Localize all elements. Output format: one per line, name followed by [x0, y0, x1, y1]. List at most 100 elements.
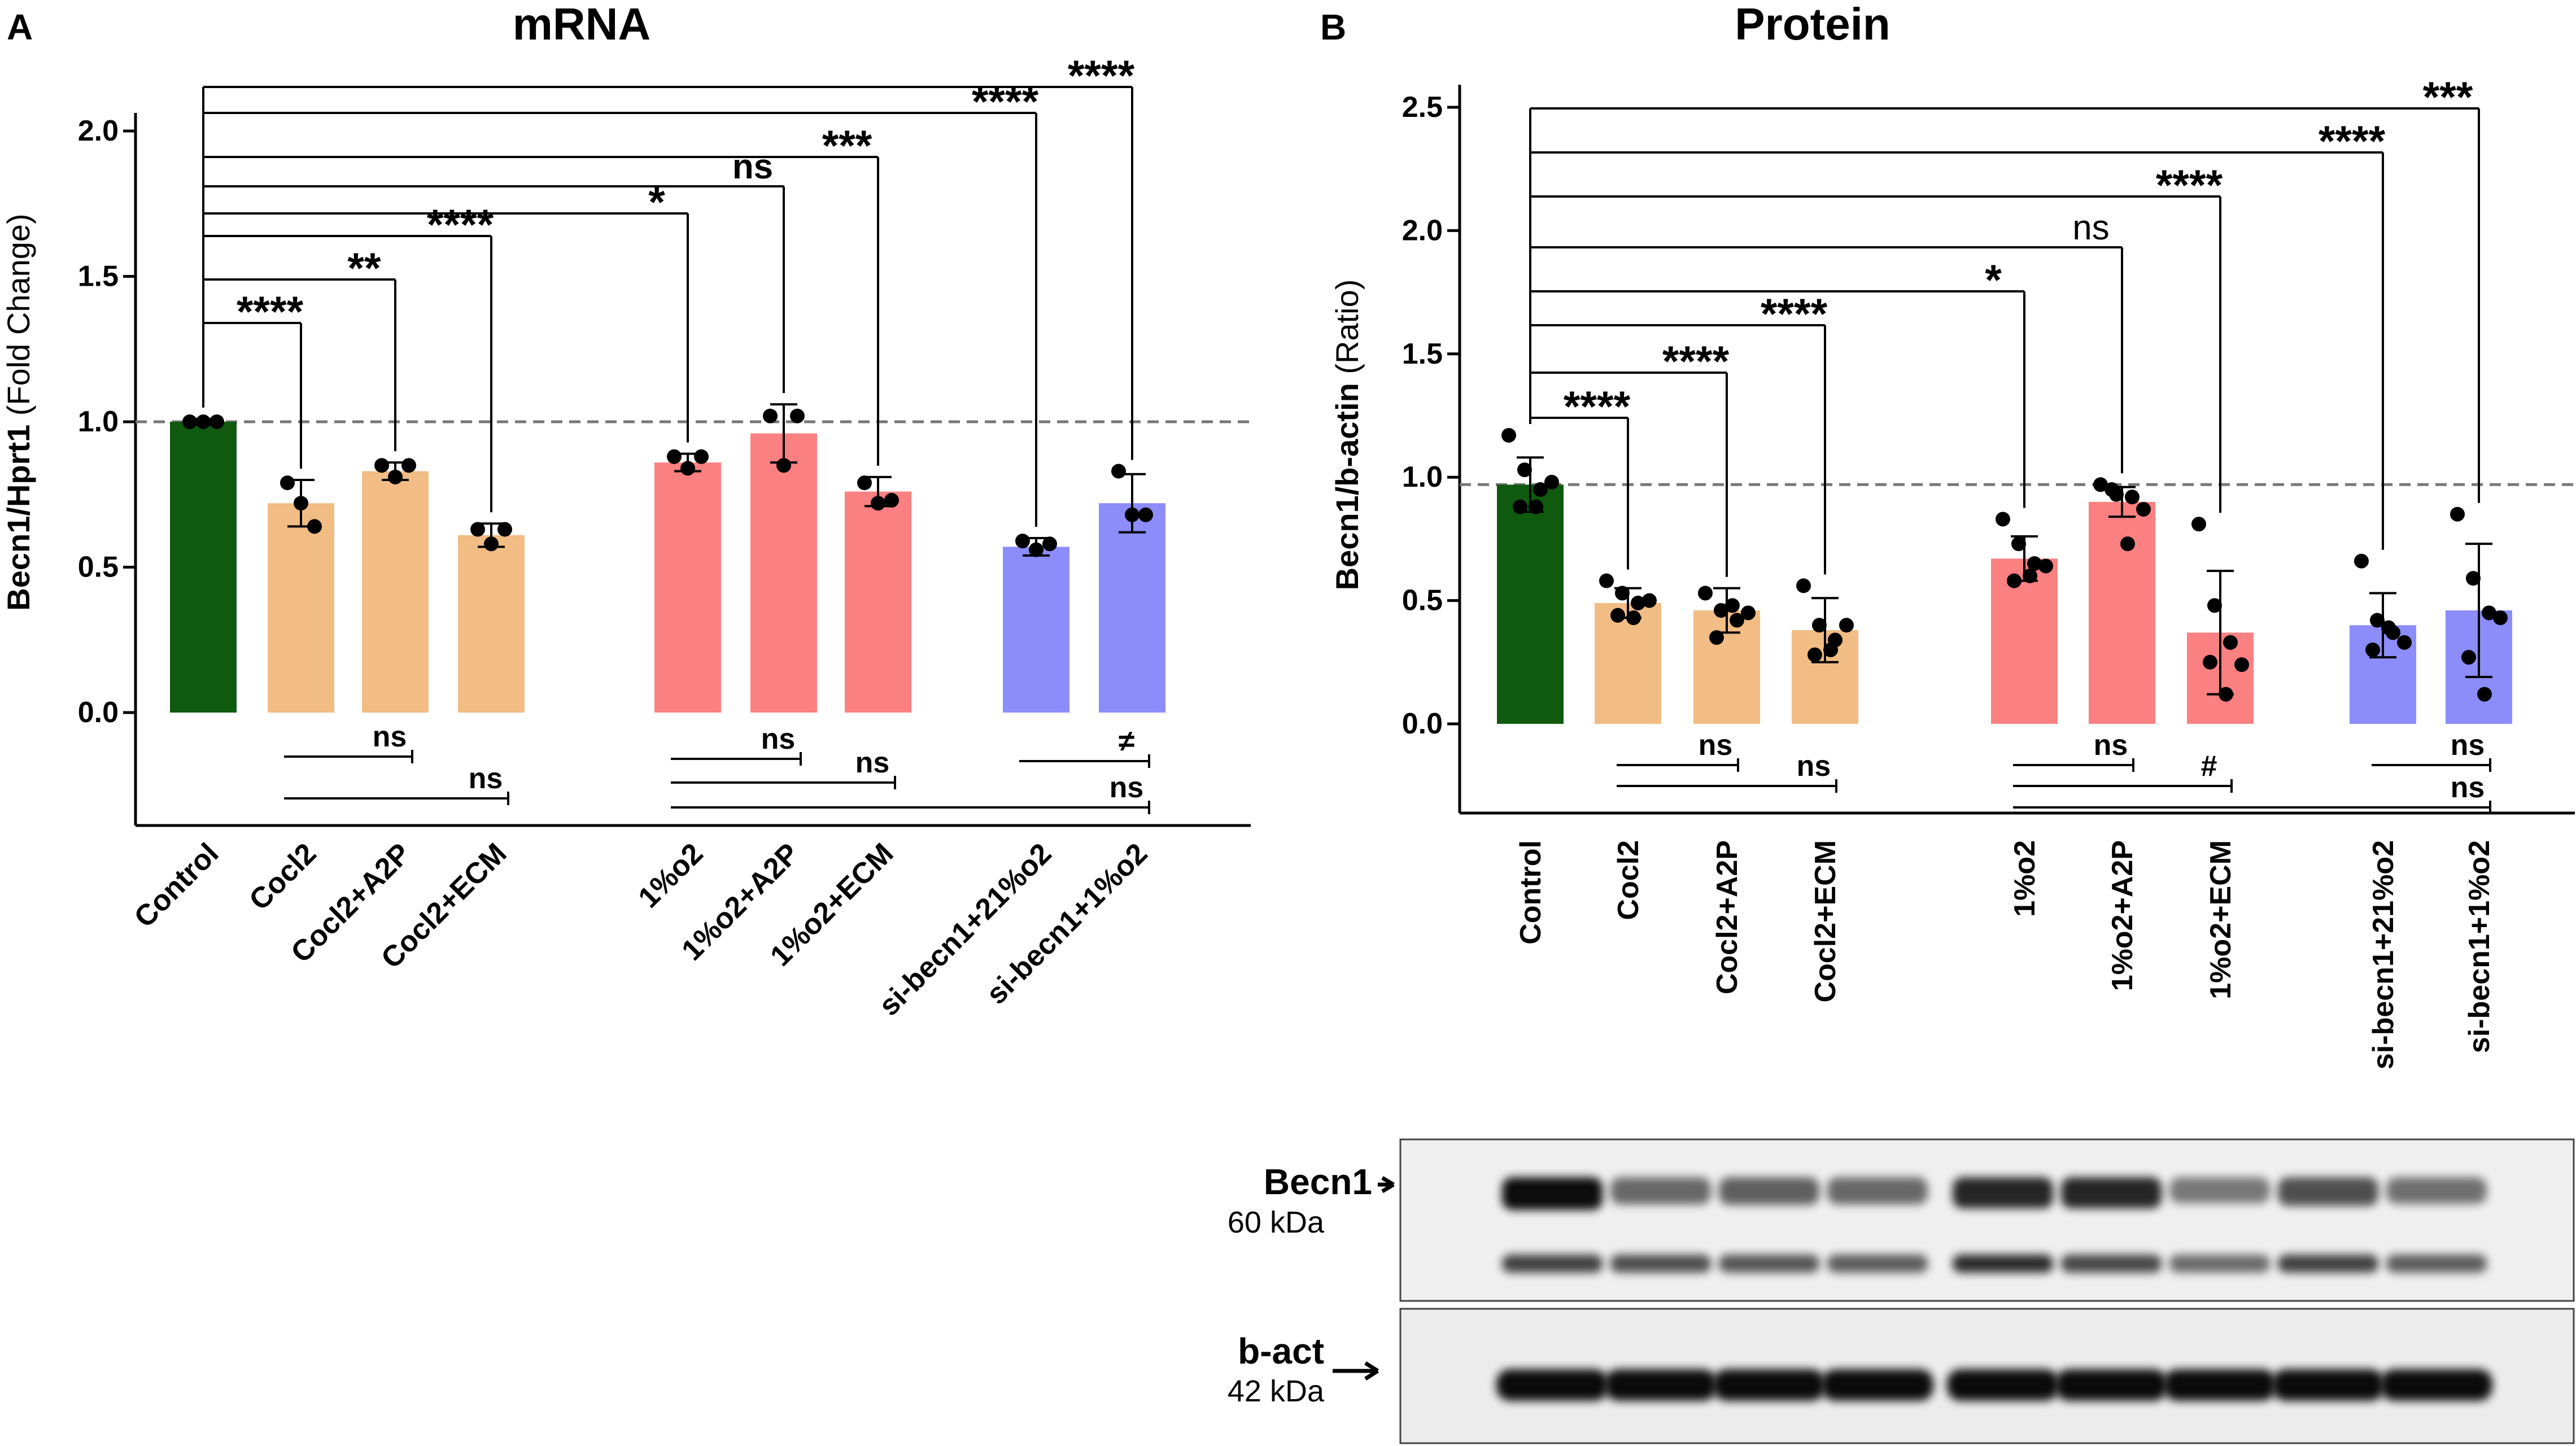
bracket-cocl2: [1530, 417, 1629, 570]
data-point: [1631, 595, 1645, 610]
data-point: [2461, 650, 2476, 665]
bracket-cocl2-plus-ecm: [203, 235, 492, 513]
data-point: [2354, 553, 2369, 569]
becn1-lower-band: [2278, 1255, 2378, 1273]
lower-comparison: [284, 792, 509, 805]
data-point: [2125, 490, 2140, 505]
data-point: [470, 522, 485, 537]
y-tick-label: 0.0: [1402, 707, 1443, 740]
bar-1pcto2: [1991, 558, 2058, 724]
bar-si-becn1-plus-21pcto2: [1003, 547, 1069, 713]
data-point: [2223, 635, 2238, 650]
panel-b-ylabel-unit: (Ratio): [1329, 279, 1365, 383]
data-point: [2477, 687, 2492, 702]
becn1-band: [2386, 1177, 2487, 1204]
category-label-1pcto2-plus-a2p: 1%o2+A2P: [2106, 840, 2139, 991]
significance-label: ****: [1662, 338, 1730, 386]
data-point: [2093, 477, 2108, 492]
lower-comparison-label: ns: [855, 746, 890, 779]
data-point: [2136, 501, 2151, 517]
category-label-1pcto2: 1%o2: [632, 837, 709, 914]
data-point: [1125, 507, 1139, 522]
bracket-1pcto2-plus-a2p: [203, 185, 785, 394]
lower-comparison: [671, 752, 802, 766]
significance-label: ****: [427, 201, 494, 249]
lower-comparison: [2372, 758, 2491, 772]
bracket-1pcto2: [203, 212, 689, 443]
data-point: [2007, 573, 2021, 588]
becn1-band: [2169, 1177, 2270, 1204]
significance-label: ***: [2423, 73, 2473, 121]
data-point: [1513, 499, 1527, 514]
data-point: [1517, 462, 1532, 478]
panel-a-letter: A: [7, 7, 33, 47]
data-point: [1796, 578, 1811, 593]
becn1-band: [1827, 1177, 1928, 1205]
blot-bands: [1496, 1177, 2492, 1401]
y-tick-label: 1.5: [1402, 338, 1443, 370]
bar-control: [170, 422, 237, 713]
data-point: [2219, 687, 2233, 702]
data-point: [1642, 593, 1657, 608]
data-point: [484, 536, 499, 552]
bracket-si-becn1-plus-21pcto2: [203, 112, 1037, 527]
data-point: [2493, 610, 2508, 626]
data-point: [884, 493, 899, 508]
data-point: [2450, 506, 2465, 522]
significance-label: ns: [732, 147, 773, 186]
lower-comparison: [1617, 779, 1837, 793]
lower-comparison-label: ns: [373, 720, 407, 753]
data-point: [1807, 647, 1822, 662]
panel-a-ylabel-main: Becn1/Hprt1: [1, 425, 36, 611]
becn1-size-label: 60 kDa: [1228, 1205, 1325, 1239]
data-point: [1996, 512, 2010, 527]
lower-comparison: [2013, 779, 2233, 793]
bact-band: [2164, 1369, 2276, 1401]
category-label-control: Control: [128, 837, 225, 934]
data-point: [1533, 482, 1548, 497]
western-blot: Becn1 60 kDa b-act 42 kDa: [1228, 1138, 2575, 1444]
bar-cocl2: [1595, 602, 1661, 724]
data-point: [374, 458, 389, 473]
data-point: [776, 458, 791, 473]
bact-band: [1713, 1369, 1825, 1401]
data-point: [1839, 618, 1854, 633]
lower-comparison-label: ns: [1699, 729, 1733, 762]
category-label-si-becn1-plus-1pcto2: si-becn1+1%o2: [980, 837, 1154, 1011]
becn1-blot-frame: [1399, 1138, 2575, 1302]
data-point: [2023, 568, 2037, 583]
lower-comparison: [1019, 754, 1150, 768]
y-tick-label: 2.0: [78, 115, 119, 147]
data-point: [1615, 586, 1630, 601]
panel-b-ylabel-main: Becn1/b-actin: [1329, 383, 1365, 590]
bar-1pcto2-plus-a2p: [750, 433, 817, 713]
bracket-si-becn1-plus-1pcto2: [1530, 107, 2480, 503]
bracket-si-becn1-plus-1pcto2: [203, 86, 1133, 460]
data-point: [1501, 427, 1516, 443]
significance-label: **: [347, 244, 381, 292]
panel-b-ylabel: Becn1/b-actin (Ratio): [1329, 279, 1365, 591]
panel-b-title: Protein: [1735, 0, 1890, 49]
category-label-si-becn1-plus-1pcto2: si-becn1+1%o2: [2463, 840, 2496, 1053]
significance-label: ****: [237, 288, 304, 336]
becn1-lower-band: [1610, 1255, 1711, 1273]
data-point: [196, 414, 211, 429]
data-point: [307, 519, 322, 534]
data-point: [2482, 605, 2496, 621]
error-bar-si-becn1-plus-1pcto2: [2465, 543, 2492, 679]
category-label-control: Control: [1514, 840, 1547, 945]
data-point: [1544, 474, 1559, 490]
bact-band: [2381, 1369, 2492, 1401]
data-point: [1823, 642, 1838, 657]
category-label-cocl2-plus-ecm: Cocl2+ECM: [1809, 840, 1842, 1003]
y-tick-label: 0.0: [78, 696, 119, 729]
becn1-band: [1719, 1177, 1819, 1205]
lower-comparison: [2013, 758, 2134, 772]
lower-comparison-label: ≠: [1119, 725, 1135, 758]
becn1-lower-band: [1502, 1255, 1603, 1273]
y-tick-label: 2.5: [1402, 91, 1443, 124]
bar-cocl2: [268, 503, 334, 713]
data-point: [401, 458, 416, 473]
becn1-band: [2278, 1177, 2378, 1206]
